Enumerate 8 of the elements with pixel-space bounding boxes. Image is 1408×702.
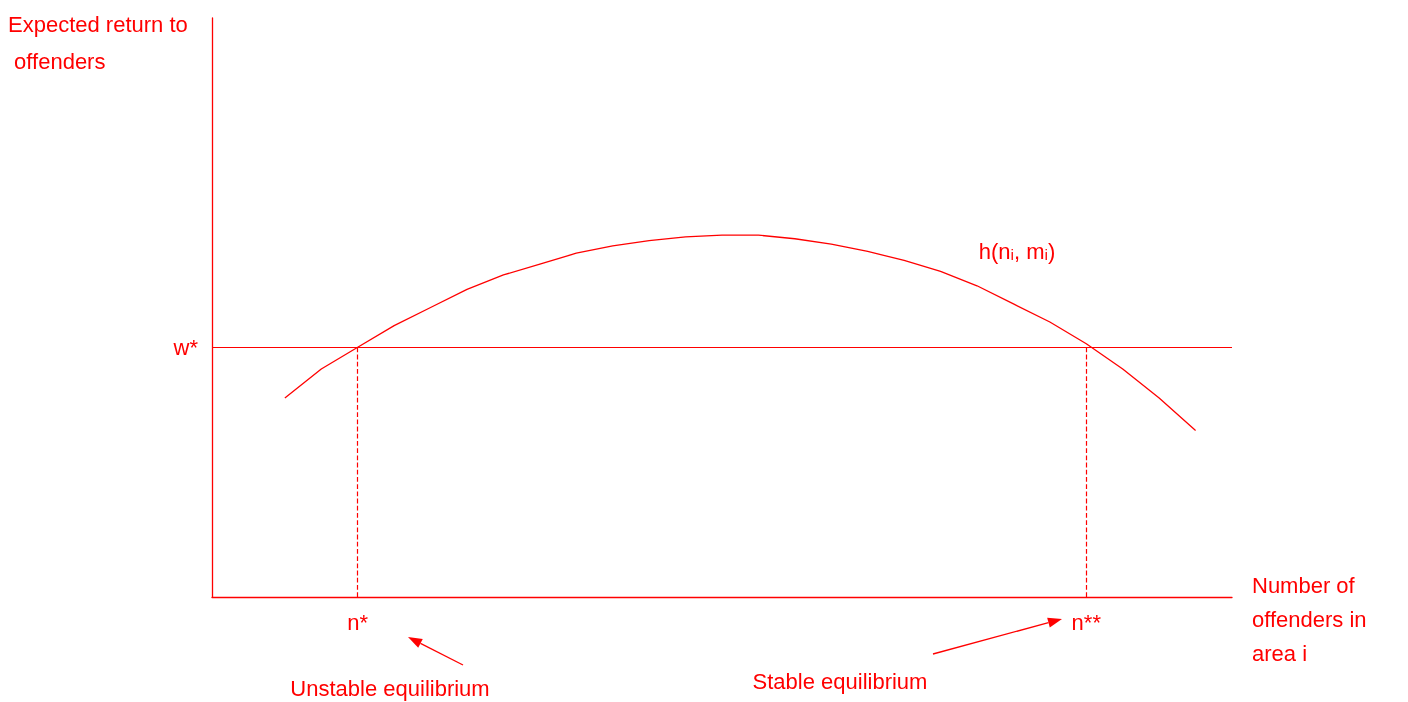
text: Unstable equilibrium bbox=[290, 675, 490, 701]
ref-line-label: w* bbox=[172, 334, 199, 360]
text: Stable equilibrium bbox=[752, 668, 928, 694]
x-axis-title: Number of offenders in area i bbox=[1252, 572, 1373, 666]
series-label: h(nᵢ, mᵢ) bbox=[978, 239, 1056, 265]
x-tick-label: n* bbox=[347, 609, 369, 635]
text: Expected return to offenders bbox=[8, 12, 188, 74]
x-tick-label: n** bbox=[1071, 609, 1102, 635]
